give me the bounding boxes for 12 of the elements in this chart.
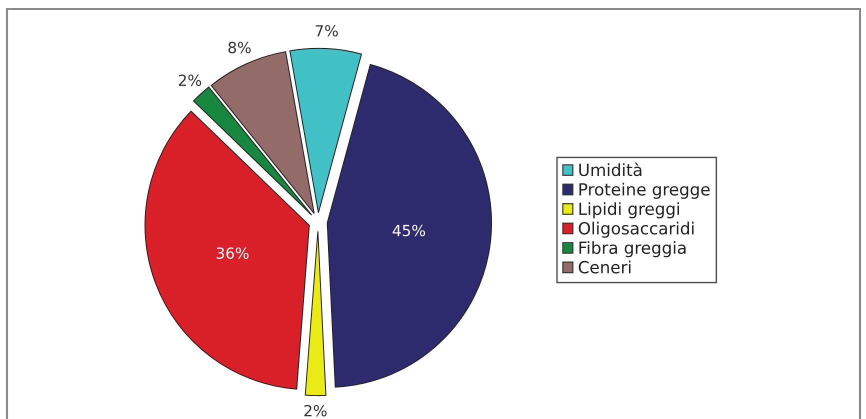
data-label: 8% — [228, 42, 251, 54]
legend-label: Umidità — [579, 162, 642, 176]
legend-label: Fibra greggia — [579, 241, 686, 258]
data-label: 36% — [216, 247, 249, 259]
data-label: 2% — [304, 404, 327, 416]
legend-label: Ceneri — [578, 260, 630, 274]
data-label: 7% — [316, 25, 338, 37]
legend-label: Oligosaccaridi — [578, 222, 694, 238]
data-label: 2% — [178, 74, 202, 86]
legend-label: Proteine gregge — [579, 182, 710, 199]
data-label: 45% — [392, 224, 426, 236]
legend-label: Lipidi greggi — [579, 202, 680, 218]
